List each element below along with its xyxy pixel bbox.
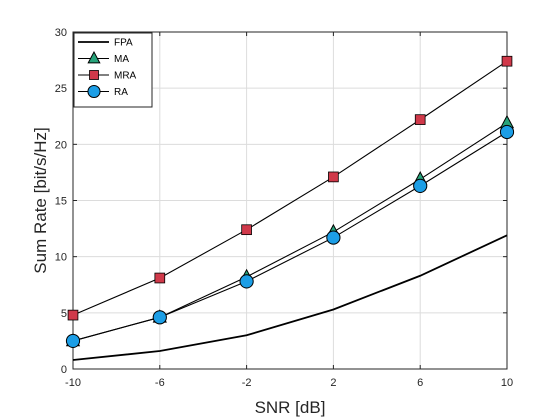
series-line-fpa [72,234,508,361]
legend-label-mra: MRA [114,71,137,82]
x-tick-label: -2 [242,377,252,389]
tick-labels: -10 -6 -2 2 6 10 0 5 10 15 20 25 30 [55,27,513,389]
series-mra [67,55,513,321]
data-point-ra [239,274,254,289]
series-line-mra [72,60,508,316]
data-point-ra [326,230,341,245]
legend-label-fpa: FPA [114,38,133,49]
series-ma [65,114,515,347]
y-tick-label: 30 [55,27,67,39]
legend-item-ma: MA [78,50,129,65]
x-tick-label: 2 [330,377,336,389]
legend-marker-ra [87,84,101,99]
x-axis-title: SNR [dB] [255,398,326,417]
data-point-mra [328,171,339,183]
data-point-mra [501,55,513,67]
y-tick-label: 20 [55,139,67,151]
data-point-mra [241,224,252,236]
legend-item-fpa: FPA [78,38,133,49]
y-tick-label: 25 [55,83,67,95]
x-tick-label: 6 [417,377,423,389]
legend-item-ra: RA [78,84,128,99]
data-point-ra [152,310,167,325]
x-tick-label: -10 [65,377,81,389]
data-point-ra [413,178,428,193]
x-tick-label: -6 [155,377,165,389]
y-axis-title: Sum Rate [bit/s/Hz] [31,127,50,273]
series-ra [65,124,515,349]
legend-marker-mra [89,70,99,80]
series-fpa [72,234,508,361]
series-layer [65,55,515,361]
series-line-ra [72,131,508,342]
legend-item-mra: MRA [78,70,137,82]
legend-label-ma: MA [114,54,129,65]
y-tick-label: 10 [55,252,67,264]
y-tick-label: 0 [61,364,67,376]
y-tick-label: 15 [55,196,67,208]
series-line-ma [72,122,508,342]
legend-box [73,32,153,108]
x-tick-label: 10 [501,377,513,389]
data-point-mra [414,114,426,125]
data-point-mra [67,309,79,321]
y-tick-label: 5 [61,308,67,320]
legend-marker-ma [87,50,101,64]
data-point-ra [499,124,515,140]
legend: FPA MA MRA RA [73,32,153,108]
legend-label-ra: RA [114,87,128,98]
data-point-ra [65,333,81,349]
data-point-mra [154,272,166,284]
